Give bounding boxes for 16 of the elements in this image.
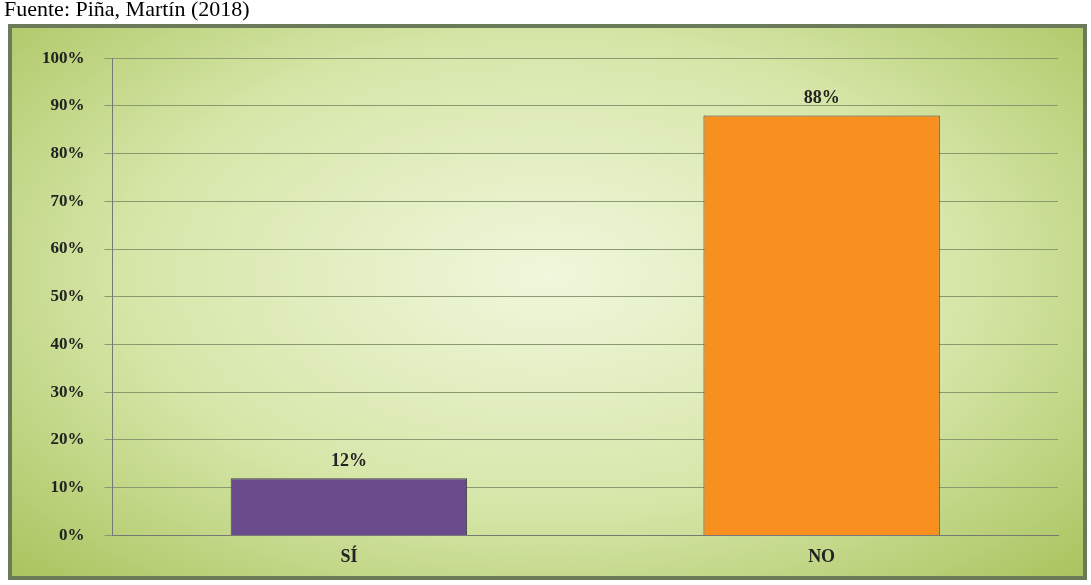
y-tick-label: 0% — [59, 524, 85, 544]
y-tick-label: 20% — [50, 429, 85, 449]
y-tick-label: 60% — [50, 238, 85, 258]
data-label: 88% — [803, 87, 840, 108]
x-tick-label: NO — [808, 545, 836, 566]
y-tick-label: 70% — [50, 190, 85, 210]
y-tick-label: 90% — [50, 95, 85, 115]
data-label: 12% — [330, 449, 367, 470]
x-tick-label: SÍ — [340, 544, 358, 566]
y-tick-label: 30% — [50, 381, 85, 401]
y-tick-label: 40% — [50, 333, 85, 353]
y-tick-label: 80% — [50, 143, 85, 163]
source-note: Fuente: Piña, Martín (2018) — [4, 0, 250, 22]
y-tick-label: 10% — [50, 477, 85, 497]
y-tick-label: 50% — [50, 286, 85, 306]
y-tick-label: 100% — [42, 47, 85, 67]
